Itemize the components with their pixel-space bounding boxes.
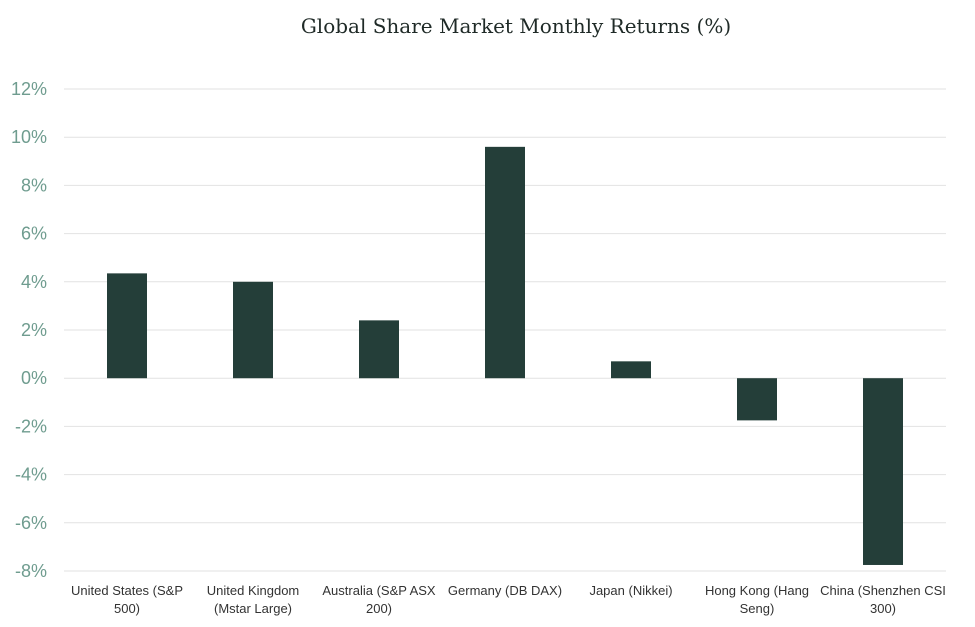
bar xyxy=(611,361,651,379)
bar xyxy=(485,146,525,379)
y-axis-tick-labels: 12% 10% 8% 6% 4% 2% 0% -2% -4% -6% -8% xyxy=(11,79,47,581)
x-tick-label: Japan (Nikkei) xyxy=(589,583,672,598)
y-tick-label: 4% xyxy=(21,272,47,292)
x-tick-label: Germany (DB DAX) xyxy=(448,583,562,598)
x-tick-label: Hong Kong (Hang Seng) xyxy=(705,583,809,616)
x-tick-label: United States (S&P 500) xyxy=(71,583,183,616)
bars xyxy=(107,146,903,565)
chart-title: Global Share Market Monthly Returns (%) xyxy=(301,14,731,38)
y-tick-label: -4% xyxy=(15,465,47,485)
bar xyxy=(737,378,777,421)
y-tick-label: 10% xyxy=(11,127,47,147)
x-tick-label: China (Shenzhen CSI 300) xyxy=(820,583,946,616)
y-tick-label: -2% xyxy=(15,416,47,436)
bar xyxy=(863,378,903,565)
bar xyxy=(359,320,399,379)
y-tick-label: 8% xyxy=(21,175,47,195)
x-axis-tick-labels: United States (S&P 500) United Kingdom (Mst… xyxy=(71,583,946,616)
y-tick-label: 2% xyxy=(21,320,47,340)
y-tick-label: 12% xyxy=(11,79,47,99)
x-tick-label: Australia (S&P ASX 200) xyxy=(322,583,436,616)
y-tick-label: 0% xyxy=(21,368,47,388)
y-tick-label: -8% xyxy=(15,561,47,581)
bar xyxy=(107,273,147,379)
x-tick-label: United Kingdom (Mstar Large) xyxy=(207,583,300,616)
bar xyxy=(233,281,273,379)
y-tick-label: -6% xyxy=(15,513,47,533)
y-tick-label: 6% xyxy=(21,224,47,244)
